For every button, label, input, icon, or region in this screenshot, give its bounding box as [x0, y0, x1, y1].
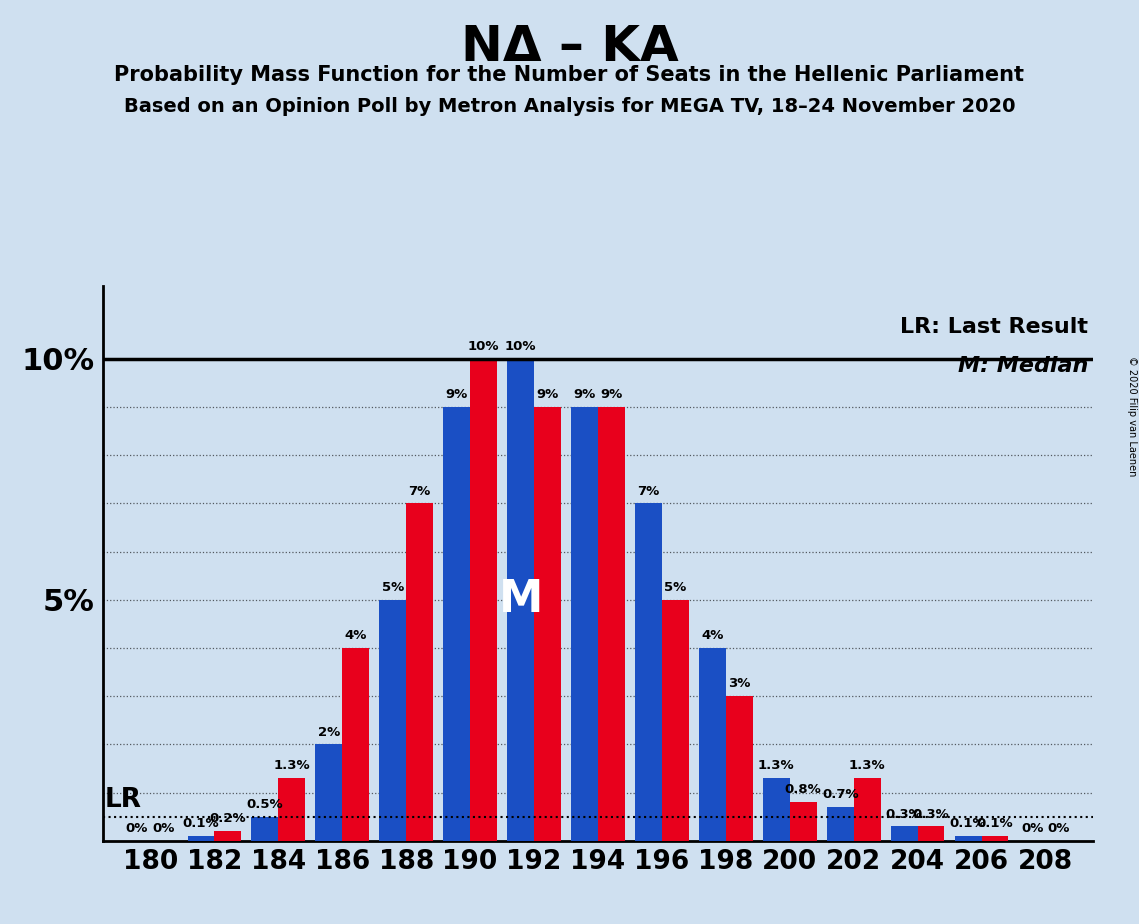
Bar	[918, 826, 944, 841]
Bar	[470, 359, 497, 841]
Text: 5%: 5%	[664, 581, 687, 594]
Bar	[854, 778, 880, 841]
Text: LR: LR	[105, 787, 141, 813]
Text: 0%: 0%	[1021, 822, 1043, 835]
Text: 10%: 10%	[468, 340, 499, 353]
Bar	[407, 504, 433, 841]
Bar	[954, 836, 982, 841]
Bar	[636, 504, 662, 841]
Bar	[891, 826, 918, 841]
Text: 7%: 7%	[409, 484, 431, 498]
Text: Probability Mass Function for the Number of Seats in the Hellenic Parliament: Probability Mass Function for the Number…	[115, 65, 1024, 85]
Bar	[252, 817, 278, 841]
Text: 0.1%: 0.1%	[976, 817, 1014, 831]
Bar	[316, 745, 342, 841]
Text: 9%: 9%	[445, 388, 468, 401]
Text: 0%: 0%	[1048, 822, 1071, 835]
Text: 0%: 0%	[125, 822, 148, 835]
Bar	[827, 807, 854, 841]
Text: M: Median: M: Median	[958, 356, 1089, 376]
Text: LR: Last Result: LR: Last Result	[901, 317, 1089, 337]
Bar	[443, 407, 470, 841]
Text: 4%: 4%	[702, 629, 723, 642]
Bar	[278, 778, 305, 841]
Bar	[789, 802, 817, 841]
Text: M: M	[499, 578, 543, 621]
Bar	[214, 832, 241, 841]
Bar	[726, 696, 753, 841]
Bar	[534, 407, 560, 841]
Text: 0.5%: 0.5%	[246, 798, 284, 811]
Text: 10%: 10%	[505, 340, 536, 353]
Text: 2%: 2%	[318, 725, 339, 738]
Text: 0.1%: 0.1%	[182, 817, 220, 831]
Text: 9%: 9%	[573, 388, 596, 401]
Bar	[188, 836, 214, 841]
Bar	[699, 648, 726, 841]
Bar	[662, 600, 689, 841]
Text: 7%: 7%	[638, 484, 659, 498]
Text: NΔ – KA: NΔ – KA	[460, 23, 679, 71]
Bar	[379, 600, 407, 841]
Text: © 2020 Filip van Laenen: © 2020 Filip van Laenen	[1126, 356, 1137, 476]
Bar	[763, 778, 789, 841]
Text: 0%: 0%	[153, 822, 175, 835]
Text: 0.3%: 0.3%	[912, 808, 950, 821]
Text: 0.2%: 0.2%	[210, 812, 246, 825]
Bar	[507, 359, 534, 841]
Text: 9%: 9%	[600, 388, 623, 401]
Text: 0.8%: 0.8%	[785, 784, 821, 796]
Text: 0.3%: 0.3%	[886, 808, 923, 821]
Bar	[342, 648, 369, 841]
Text: 1.3%: 1.3%	[759, 760, 795, 772]
Text: 3%: 3%	[728, 677, 751, 690]
Text: 9%: 9%	[536, 388, 558, 401]
Text: Based on an Opinion Poll by Metron Analysis for MEGA TV, 18–24 November 2020: Based on an Opinion Poll by Metron Analy…	[124, 97, 1015, 116]
Text: 1.3%: 1.3%	[849, 760, 885, 772]
Text: 4%: 4%	[344, 629, 367, 642]
Text: 5%: 5%	[382, 581, 404, 594]
Text: 0.7%: 0.7%	[822, 788, 859, 801]
Bar	[598, 407, 625, 841]
Text: 1.3%: 1.3%	[273, 760, 310, 772]
Bar	[982, 836, 1008, 841]
Bar	[571, 407, 598, 841]
Text: 0.1%: 0.1%	[950, 817, 986, 831]
